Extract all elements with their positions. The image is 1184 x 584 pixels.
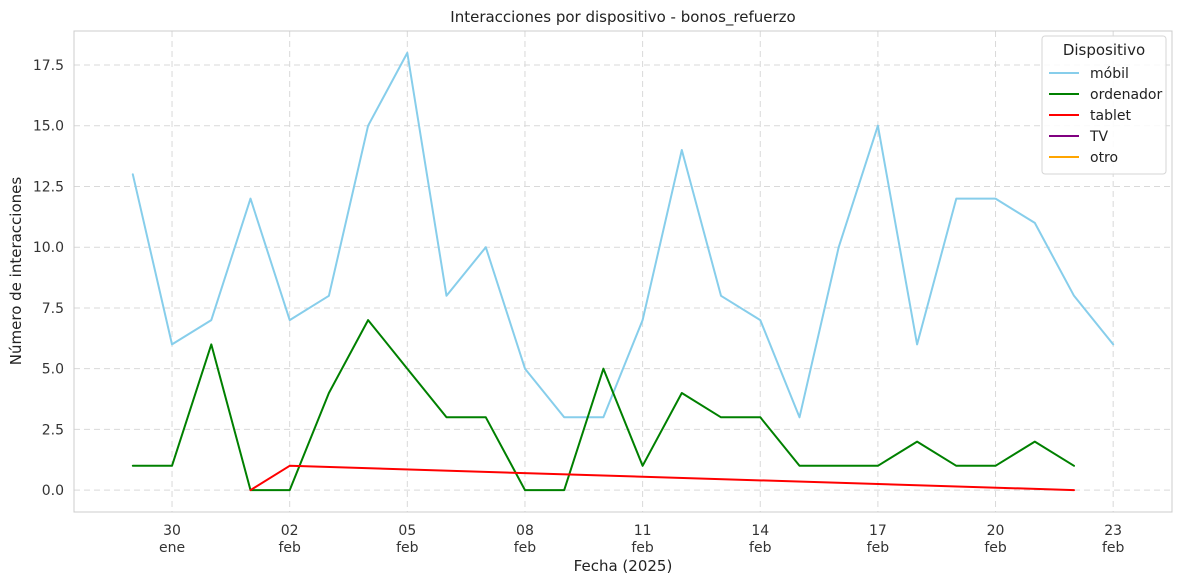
series-line-ordenador <box>131 319 1075 492</box>
x-tick-label-month: feb <box>631 540 654 556</box>
y-tick-label: 12.5 <box>33 179 64 195</box>
y-axis-title: Número de interacciones <box>7 177 25 366</box>
y-axis-ticks: 0.0 2.5 5.0 7.5 10.0 12.5 15.0 17.5 <box>33 58 64 499</box>
x-tick-label-day: 11 <box>634 523 652 539</box>
x-tick-label-month: ene <box>159 540 185 556</box>
y-tick-label: 7.5 <box>42 301 64 317</box>
x-tick-label-day: 05 <box>398 523 416 539</box>
y-tick-label: 2.5 <box>42 422 64 438</box>
plot-frame <box>73 30 1173 513</box>
x-tick-label-day: 30 <box>163 523 181 539</box>
series-line-móbil <box>131 51 1115 419</box>
x-tick-label-day: 02 <box>281 523 299 539</box>
x-tick-label-day: 17 <box>869 523 887 539</box>
y-tick-label: 5.0 <box>42 362 64 378</box>
y-tick-label: 15.0 <box>33 119 64 135</box>
x-axis-ticks: 30ene02feb05feb08feb11feb14feb17feb20feb… <box>159 523 1125 556</box>
x-tick-label-month: feb <box>984 540 1007 556</box>
series-lines <box>131 51 1115 492</box>
x-tick-label-month: feb <box>1102 540 1125 556</box>
legend-items: móbil ordenador tablet TV otro <box>1049 66 1162 166</box>
series-line-tablet <box>249 464 1075 492</box>
y-tick-label: 0.0 <box>42 483 64 499</box>
legend-title: Dispositivo <box>1063 41 1145 59</box>
x-tick-label-month: feb <box>278 540 301 556</box>
legend-label: móbil <box>1090 66 1129 82</box>
y-tick-label: 10.0 <box>33 240 64 256</box>
x-tick-label-month: feb <box>396 540 419 556</box>
legend-label: otro <box>1090 150 1118 166</box>
x-tick-label-month: feb <box>867 540 890 556</box>
x-tick-label-day: 08 <box>516 523 534 539</box>
chart-title: Interacciones por dispositivo - bonos_re… <box>450 8 795 27</box>
x-tick-label-day: 20 <box>987 523 1005 539</box>
x-tick-label-month: feb <box>514 540 537 556</box>
x-axis-title: Fecha (2025) <box>574 557 673 575</box>
legend-label: TV <box>1089 129 1109 145</box>
legend: Dispositivo móbil ordenador tablet TV otro <box>1041 35 1167 175</box>
x-tick-label-day: 23 <box>1104 523 1122 539</box>
y-tick-label: 17.5 <box>33 58 64 74</box>
legend-label: tablet <box>1090 108 1131 124</box>
legend-box <box>1041 35 1167 175</box>
legend-label: ordenador <box>1090 87 1162 103</box>
grid <box>74 31 1172 512</box>
x-tick-label-day: 14 <box>751 523 769 539</box>
x-tick-label-month: feb <box>749 540 772 556</box>
